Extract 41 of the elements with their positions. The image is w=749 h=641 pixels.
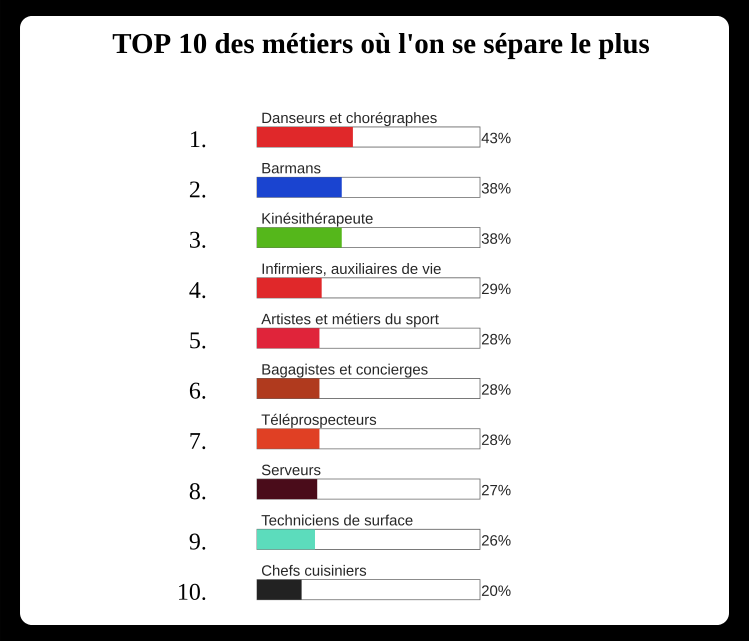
bar	[257, 278, 322, 298]
data-label: 28%	[482, 334, 511, 344]
data-label: 43%	[482, 132, 511, 144]
y-tick-label: Infirmiers, auxiliaires de vie	[262, 263, 441, 276]
y-tick-label: Artistes et métiers du sport	[261, 313, 439, 328]
y-tick-label: Kinésithérapeute	[262, 212, 373, 227]
bar	[257, 228, 342, 248]
data-label: 20%	[482, 585, 511, 596]
text: 3.	[190, 232, 206, 248]
text: 6.	[190, 382, 206, 399]
bar	[257, 378, 320, 398]
y-tick-label: Serveurs	[262, 464, 320, 476]
text: 7.	[190, 433, 206, 450]
text: 10.	[179, 584, 206, 600]
data-label: 27%	[482, 484, 511, 496]
text: 8.	[190, 483, 206, 500]
text: 2.	[190, 181, 206, 198]
y-tick-label: Techniciens de surface	[262, 514, 413, 526]
text: 1.	[190, 131, 206, 148]
y-tick-label: Danseurs et chorégraphes	[262, 112, 437, 126]
y-tick-label: Chefs cuisiniers	[262, 564, 366, 576]
data-label: 28%	[482, 434, 511, 446]
bar	[257, 580, 302, 600]
y-tick-label: Barmans	[262, 163, 320, 174]
chart-title: TOP 10 des métiers où l'on se sépare le plus	[112, 32, 650, 60]
text: 5.	[190, 332, 206, 349]
data-label: 38%	[482, 182, 511, 194]
bar	[257, 177, 342, 198]
data-label: 29%	[482, 284, 511, 294]
y-tick-label: Bagagistes et concierges	[262, 364, 428, 378]
bar	[257, 428, 320, 449]
bar	[257, 529, 315, 550]
text: 9.	[190, 534, 206, 550]
y-tick-label: Téléprospecteurs	[262, 414, 376, 428]
data-label: 28%	[482, 384, 511, 395]
text: 4.	[189, 282, 206, 298]
data-label: 26%	[482, 535, 511, 546]
bar	[257, 328, 320, 348]
bar	[257, 126, 353, 147]
bar	[257, 479, 318, 500]
data-label: 38%	[482, 233, 511, 244]
